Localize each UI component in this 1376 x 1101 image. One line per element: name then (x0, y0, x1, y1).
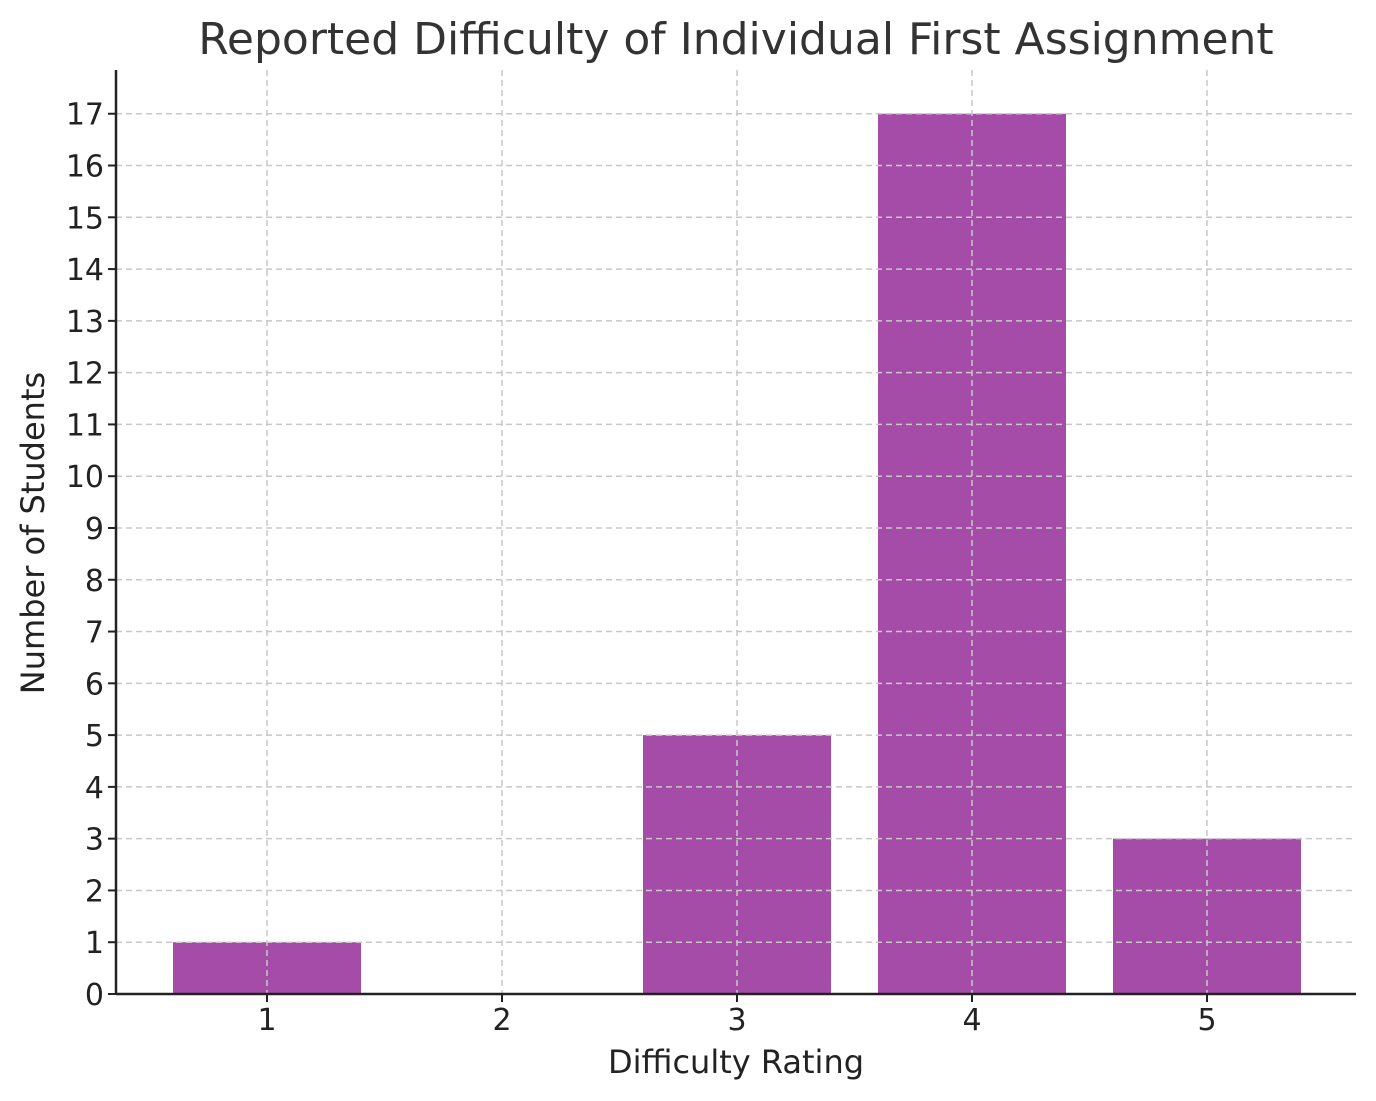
y-tick-label: 4 (85, 771, 104, 806)
y-tick-label: 1 (85, 926, 104, 961)
chart-title: Reported Difficulty of Individual First … (198, 14, 1273, 65)
x-tick-label: 3 (727, 1003, 746, 1038)
grid-lines (116, 70, 1356, 994)
y-tick-label: 13 (66, 305, 104, 340)
y-tick-label: 16 (66, 150, 104, 185)
x-tick-label: 2 (492, 1003, 511, 1038)
y-tick-label: 11 (66, 408, 104, 443)
y-tick-label: 10 (66, 460, 104, 495)
x-axis-label: Difficulty Rating (608, 1043, 864, 1081)
y-tick-label: 3 (85, 823, 104, 858)
y-tick-label: 0 (85, 978, 104, 1013)
x-tick-label: 4 (962, 1003, 981, 1038)
y-tick-label: 9 (85, 512, 104, 547)
y-tick-label: 14 (66, 253, 104, 288)
y-tick-label: 8 (85, 564, 104, 599)
y-tick-label: 15 (66, 201, 104, 236)
y-tick-label: 6 (85, 667, 104, 702)
x-tick-labels: 1 2 3 4 5 (257, 1003, 1216, 1038)
x-tick-label: 1 (257, 1003, 276, 1038)
x-tick-label: 5 (1197, 1003, 1216, 1038)
y-tick-label: 7 (85, 616, 104, 651)
y-tick-label: 17 (66, 98, 104, 133)
y-tick-label: 2 (85, 874, 104, 909)
y-tick-label: 5 (85, 719, 104, 754)
y-axis-label: Number of Students (14, 372, 52, 694)
y-tick-label: 12 (66, 357, 104, 392)
bar-rating-1 (173, 942, 361, 994)
axes (108, 70, 1356, 1002)
